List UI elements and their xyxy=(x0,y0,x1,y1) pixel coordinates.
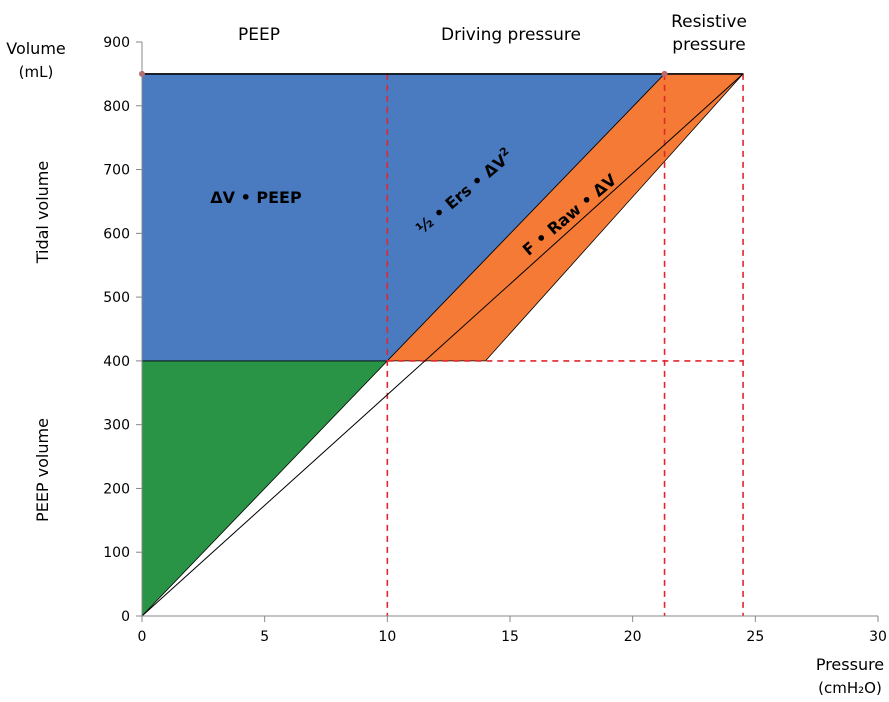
compliance-diagonal xyxy=(141,73,744,617)
dashed-guides xyxy=(386,73,744,616)
header-resistive-line1: Resistive xyxy=(671,12,747,32)
y-tick-label-400: 400 xyxy=(103,354,130,370)
marker-top-mid xyxy=(661,70,668,77)
y-tick-label-700: 700 xyxy=(103,163,130,179)
peep-volume-region xyxy=(141,360,389,617)
area-regions xyxy=(141,73,744,617)
x-axis-label: Pressure xyxy=(816,655,884,674)
y-tick-label-100: 100 xyxy=(103,545,130,561)
y-tick-label-300: 300 xyxy=(103,418,130,434)
header-resistive-line2: pressure xyxy=(672,35,745,55)
x-tick-label-5: 5 xyxy=(260,629,269,645)
y-tick-label-0: 0 xyxy=(121,609,130,625)
label-peep-work: ΔV • PEEP xyxy=(210,188,302,207)
x-tick-label-10: 10 xyxy=(378,629,396,645)
side-label-tidal-volume: Tidal volume xyxy=(33,161,52,265)
x-tick-label-0: 0 xyxy=(138,629,147,645)
y-tick-label-800: 800 xyxy=(103,99,130,115)
x-tick-label-30: 30 xyxy=(869,629,887,645)
header-driving-pressure: Driving pressure xyxy=(441,25,581,45)
y-tick-label-900: 900 xyxy=(103,35,130,51)
x-tick-label-20: 20 xyxy=(624,629,642,645)
x-tick-label-25: 25 xyxy=(746,629,764,645)
y-axis-label: Volume xyxy=(6,39,66,58)
x-axis-unit: (cmH₂O) xyxy=(818,679,882,697)
x-tick-label-15: 15 xyxy=(501,629,519,645)
outline-lines xyxy=(139,70,744,617)
y-tick-label-500: 500 xyxy=(103,290,130,306)
header-peep: PEEP xyxy=(238,25,280,45)
y-tick-label-200: 200 xyxy=(103,481,130,497)
y-tick-label-600: 600 xyxy=(103,226,130,242)
y-axis-unit: (mL) xyxy=(19,63,54,81)
side-label-peep-volume: PEEP volume xyxy=(33,418,52,522)
